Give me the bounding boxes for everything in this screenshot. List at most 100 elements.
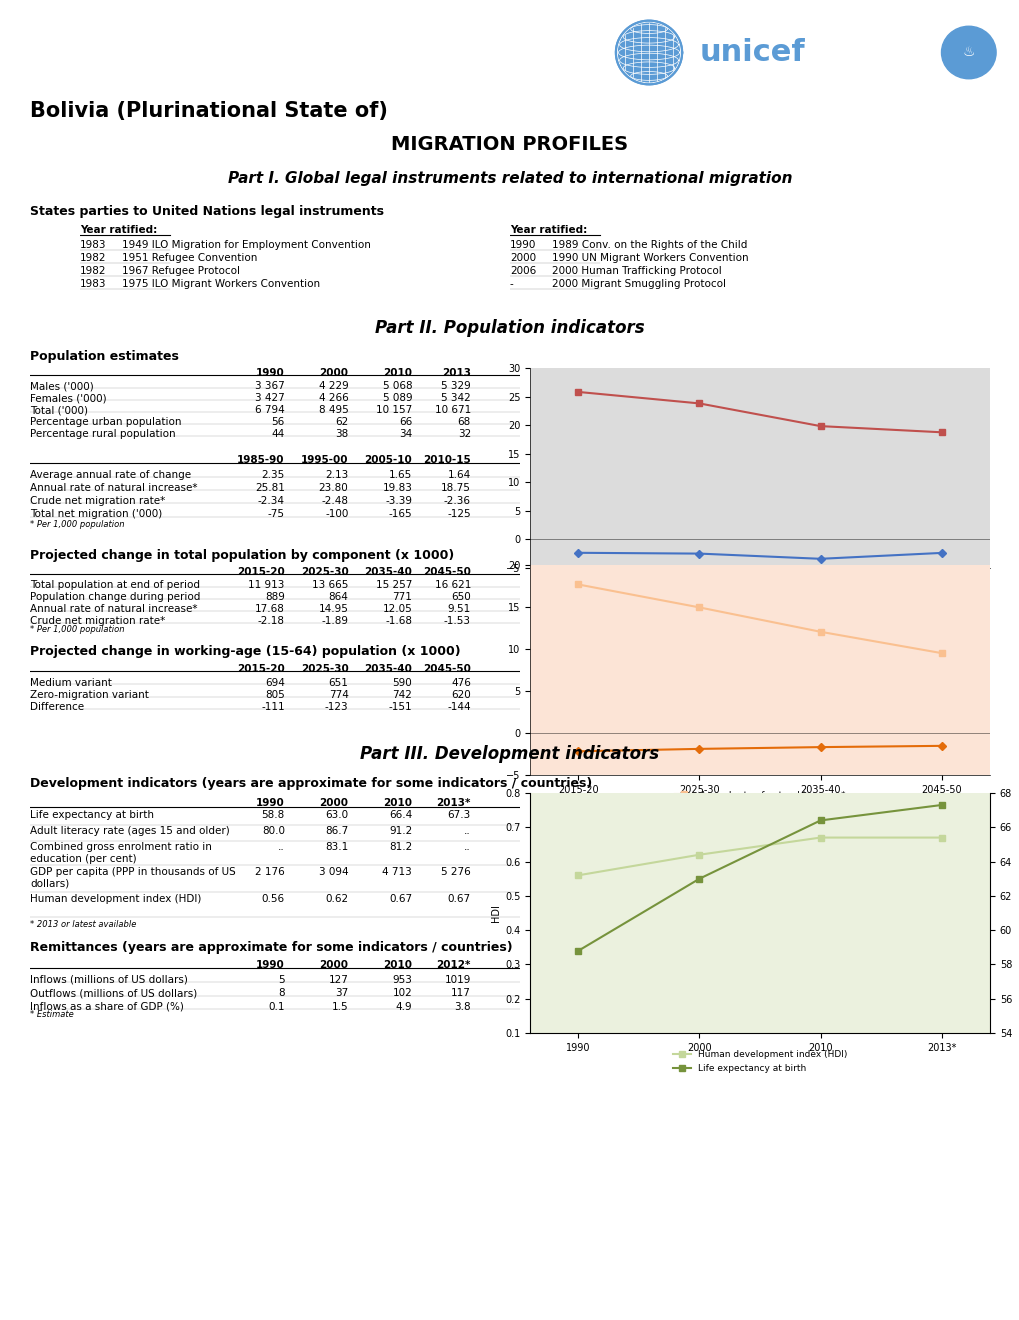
Text: 2015-20: 2015-20 <box>236 568 284 577</box>
Text: 67.3: 67.3 <box>447 810 471 820</box>
Text: Percentage urban population: Percentage urban population <box>30 417 181 428</box>
Text: 18.75: 18.75 <box>440 483 471 492</box>
Text: 0.56: 0.56 <box>262 894 284 904</box>
Text: Part I. Global legal instruments related to international migration: Part I. Global legal instruments related… <box>227 170 792 186</box>
Text: 10 157: 10 157 <box>376 405 412 416</box>
Text: Life expectancy at birth: Life expectancy at birth <box>30 810 154 820</box>
Line: Life expectancy at birth: Life expectancy at birth <box>575 803 944 953</box>
Text: 10 671: 10 671 <box>434 405 471 416</box>
Crude net migration rate* <box>934 545 947 561</box>
Text: 117: 117 <box>450 989 471 998</box>
Text: 37: 37 <box>335 989 348 998</box>
Text: 2013: 2013 <box>441 368 471 378</box>
Human development index (HDI) <box>813 830 825 846</box>
Annual rate of natural increase* <box>572 577 584 593</box>
Text: 80.0: 80.0 <box>262 826 284 836</box>
Text: 0.67: 0.67 <box>447 894 471 904</box>
Crude net migration rate* <box>572 743 584 759</box>
Text: 1983: 1983 <box>79 279 106 289</box>
Text: 2025-30: 2025-30 <box>301 568 348 577</box>
Annual rate of natural increase* <box>693 396 705 412</box>
Text: 1982: 1982 <box>79 267 106 276</box>
Text: 5 068: 5 068 <box>382 381 412 391</box>
Text: 650: 650 <box>450 593 471 602</box>
Annual rate of natural increase* <box>813 418 825 434</box>
Text: 56: 56 <box>271 417 284 428</box>
Text: 2 176: 2 176 <box>255 866 284 876</box>
Text: ..: .. <box>464 842 471 853</box>
Text: 5 276: 5 276 <box>441 866 471 876</box>
Text: 771: 771 <box>392 593 412 602</box>
Text: 66.4: 66.4 <box>388 810 412 820</box>
Text: * 2013 or latest available: * 2013 or latest available <box>30 920 137 929</box>
Text: 9.51: 9.51 <box>447 605 471 614</box>
Text: * Per 1,000 population: * Per 1,000 population <box>30 520 124 529</box>
Text: 5: 5 <box>278 974 284 985</box>
Text: 1990: 1990 <box>510 240 536 249</box>
Text: Human development index (HDI): Human development index (HDI) <box>30 894 201 904</box>
Text: Annual rate of natural increase*: Annual rate of natural increase* <box>30 605 198 614</box>
Circle shape <box>618 24 679 82</box>
Crude net migration rate* <box>934 738 947 754</box>
Text: Remittances (years are approximate for some indicators / countries): Remittances (years are approximate for s… <box>30 941 513 954</box>
Text: 1.5: 1.5 <box>331 1002 348 1011</box>
Text: 2025-30: 2025-30 <box>301 664 348 675</box>
Text: 2000: 2000 <box>319 960 348 970</box>
Text: 2045-50: 2045-50 <box>423 664 471 675</box>
Text: Development indicators (years are approximate for some indicators / countries): Development indicators (years are approx… <box>30 776 592 789</box>
Annual rate of natural increase* <box>934 424 947 440</box>
Text: 0.62: 0.62 <box>325 894 348 904</box>
Text: -75: -75 <box>268 510 284 520</box>
Text: 16 621: 16 621 <box>434 581 471 590</box>
Text: 1975 ILO Migrant Workers Convention: 1975 ILO Migrant Workers Convention <box>122 279 320 289</box>
Text: ♨: ♨ <box>962 45 974 59</box>
Text: 864: 864 <box>328 593 348 602</box>
Text: Part II. Population indicators: Part II. Population indicators <box>375 319 644 337</box>
Text: 4.9: 4.9 <box>395 1002 412 1011</box>
Text: Zero-migration variant: Zero-migration variant <box>30 690 149 700</box>
Legend: Annual rate of natural increase*, Crude net migration rate*: Annual rate of natural increase*, Crude … <box>671 578 848 607</box>
Text: 1951 Refugee Convention: 1951 Refugee Convention <box>122 253 257 263</box>
Annual rate of natural increase* <box>813 624 825 640</box>
Text: Crude net migration rate*: Crude net migration rate* <box>30 496 165 506</box>
Text: 1990: 1990 <box>256 960 284 970</box>
Text: 11 913: 11 913 <box>249 581 284 590</box>
Human development index (HDI) <box>572 867 584 883</box>
Text: 774: 774 <box>328 690 348 700</box>
Text: 1990: 1990 <box>256 368 284 378</box>
Text: -1.68: -1.68 <box>385 616 412 627</box>
Text: 2000 Human Trafficking Protocol: 2000 Human Trafficking Protocol <box>551 267 721 276</box>
Text: Inflows (millions of US dollars): Inflows (millions of US dollars) <box>30 974 187 985</box>
Text: 2000: 2000 <box>510 253 536 263</box>
Text: Population change during period: Population change during period <box>30 593 200 602</box>
Circle shape <box>941 26 996 79</box>
Text: unicef: unicef <box>699 38 805 67</box>
Text: 8: 8 <box>278 989 284 998</box>
Text: 23.80: 23.80 <box>318 483 348 492</box>
Text: Bolivia (Plurinational State of): Bolivia (Plurinational State of) <box>30 102 387 121</box>
Text: 2006: 2006 <box>510 267 536 276</box>
Text: 2010-15: 2010-15 <box>423 455 471 465</box>
Text: Population estimates: Population estimates <box>30 350 178 363</box>
Text: States parties to United Nations legal instruments: States parties to United Nations legal i… <box>30 205 383 218</box>
Text: Adult literacy rate (ages 15 and older): Adult literacy rate (ages 15 and older) <box>30 826 229 836</box>
Text: 58.8: 58.8 <box>261 810 284 820</box>
Line: Annual rate of natural increase*: Annual rate of natural increase* <box>575 582 944 656</box>
Text: ..: .. <box>464 826 471 836</box>
Text: 13 665: 13 665 <box>312 581 348 590</box>
Text: 2010: 2010 <box>383 960 412 970</box>
Text: Part III. Development indicators: Part III. Development indicators <box>360 744 659 763</box>
Crude net migration rate* <box>693 545 705 561</box>
Text: 2012*: 2012* <box>436 960 471 970</box>
Y-axis label: HDI: HDI <box>490 904 500 921</box>
Text: 19.83: 19.83 <box>382 483 412 492</box>
Text: ..: .. <box>278 842 284 853</box>
Text: -3.39: -3.39 <box>385 496 412 506</box>
Text: 805: 805 <box>265 690 284 700</box>
Text: Total net migration ('000): Total net migration ('000) <box>30 510 162 520</box>
Annual rate of natural increase* <box>934 645 947 661</box>
Text: * Estimate: * Estimate <box>30 1010 73 1019</box>
Text: 2.35: 2.35 <box>261 470 284 479</box>
Text: Difference: Difference <box>30 702 84 711</box>
Text: -2.34: -2.34 <box>258 496 284 506</box>
